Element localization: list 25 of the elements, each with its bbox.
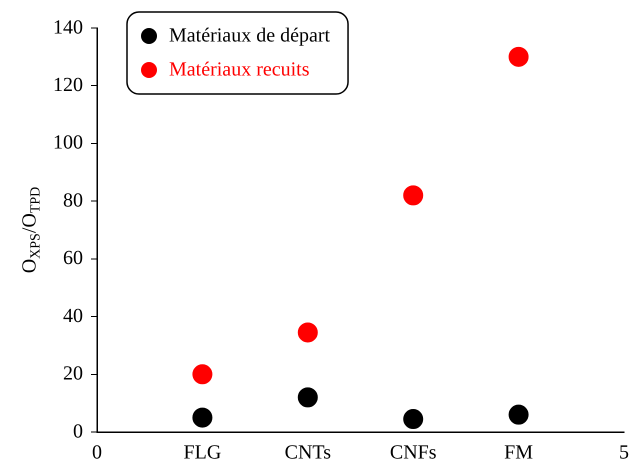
point xyxy=(508,46,529,67)
point xyxy=(298,322,318,342)
legend-label: Matériaux recuits xyxy=(169,58,310,80)
point xyxy=(403,185,424,206)
y-tick-label: 140 xyxy=(53,16,83,38)
point xyxy=(192,364,212,384)
point xyxy=(298,387,318,408)
x-tick-label: FM xyxy=(504,441,534,464)
y-tick-label: 80 xyxy=(63,189,83,212)
legend-label: Matériaux de départ xyxy=(169,24,330,46)
y-tick-label: 60 xyxy=(63,247,83,270)
x-tick-label: CNFs xyxy=(390,441,437,464)
y-tick-label: 20 xyxy=(63,362,83,385)
y-tick-label: 100 xyxy=(53,132,83,154)
x-tick-label: 0 xyxy=(92,441,102,464)
y-tick-label: 0 xyxy=(73,420,83,442)
y-axis-title: OXPS/OTPD xyxy=(18,186,44,274)
y-tick-label: 40 xyxy=(63,304,83,327)
x-tick-label: 5 xyxy=(619,441,629,464)
x-tick-label: CNTs xyxy=(284,441,332,464)
point xyxy=(508,404,529,425)
point xyxy=(403,409,424,430)
x-tick-label: FLG xyxy=(184,441,222,464)
point xyxy=(192,408,212,428)
y-tick-label: 120 xyxy=(53,74,83,96)
